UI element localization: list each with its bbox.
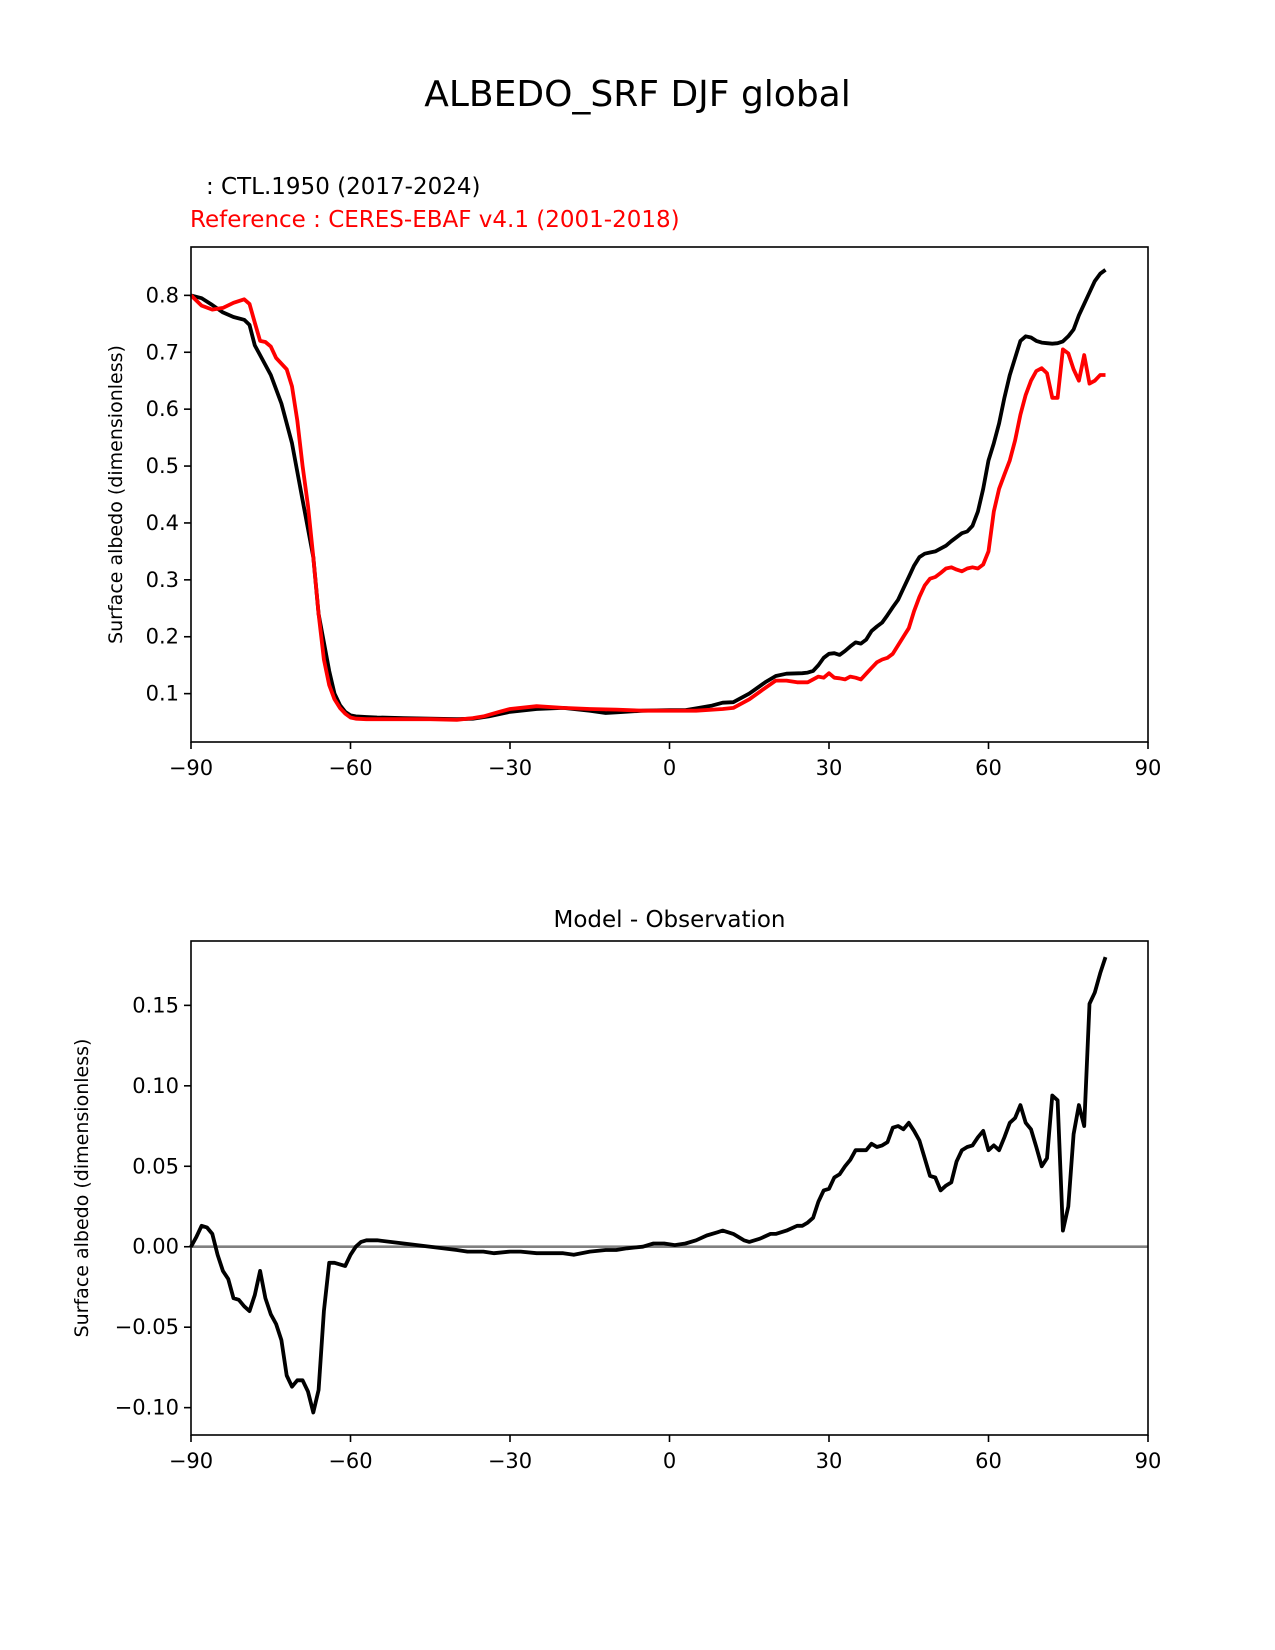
top-xtick-label: 90 (1135, 756, 1162, 780)
top-ytick-label: 0.4 (146, 511, 179, 535)
diff-ytick-label: 0.00 (132, 1235, 179, 1259)
diff-ytick-label: −0.05 (115, 1315, 179, 1339)
diff-ytick-label: 0.05 (132, 1154, 179, 1178)
top-ytick-label: 0.7 (146, 340, 179, 364)
top-ylabel: Surface albedo (dimensionless) (105, 345, 127, 644)
top-xtick-label: −90 (169, 756, 213, 780)
top-xtick-label: −30 (488, 756, 532, 780)
top-ytick-label: 0.8 (146, 283, 179, 307)
diff-xtick-label: 30 (816, 1449, 843, 1473)
diff-series-line-0 (189, 956, 1108, 1415)
diff-ytick-label: 0.15 (132, 993, 179, 1017)
top-xtick-label: −60 (328, 756, 372, 780)
diff-ytick-label: −0.10 (115, 1396, 179, 1420)
diff-xtick-label: −60 (328, 1449, 372, 1473)
diff-xtick-label: 0 (663, 1449, 676, 1473)
legend-reference-label: Reference : CERES-EBAF v4.1 (2001-2018) (190, 207, 680, 233)
top-ytick-label: 0.2 (146, 625, 179, 649)
diff-xtick-label: 90 (1135, 1449, 1162, 1473)
top-xtick-label: 60 (975, 756, 1002, 780)
diff-ylabel: Surface albedo (dimensionless) (71, 1039, 93, 1338)
diff-xtick-label: −30 (488, 1449, 532, 1473)
legend-test-label: : CTL.1950 (2017-2024) (206, 174, 481, 200)
top-xtick-label: 0 (663, 756, 676, 780)
diff-axes-title: Model - Observation (553, 907, 785, 933)
difference-plot-panel: −90 −60 −30 0 30 60 90 −0.10 −0.05 0.00 0.05 0.10 0.… (71, 907, 1161, 1473)
top-plot-panel: −90 −60 −30 0 30 60 90 0.1 0.2 0.3 0.4 0.5 0.6 0.7 0.8… (105, 246, 1162, 780)
top-ytick-label: 0.6 (146, 397, 179, 421)
top-axes-frame (190, 246, 1149, 743)
top-ytick-label: 0.1 (146, 682, 179, 706)
diff-xtick-label: −90 (169, 1449, 213, 1473)
top-xtick-label: 30 (816, 756, 843, 780)
top-series-line-0 (190, 268, 1107, 722)
diff-axes-frame (190, 940, 1149, 1436)
diff-xtick-label: 60 (975, 1449, 1002, 1473)
top-series-line-1 (189, 294, 1106, 722)
figure-title: ALBEDO_SRF DJF global (424, 74, 851, 115)
top-ytick-label: 0.3 (146, 568, 179, 592)
diff-ytick-label: 0.10 (132, 1074, 179, 1098)
top-ytick-label: 0.5 (146, 454, 179, 478)
